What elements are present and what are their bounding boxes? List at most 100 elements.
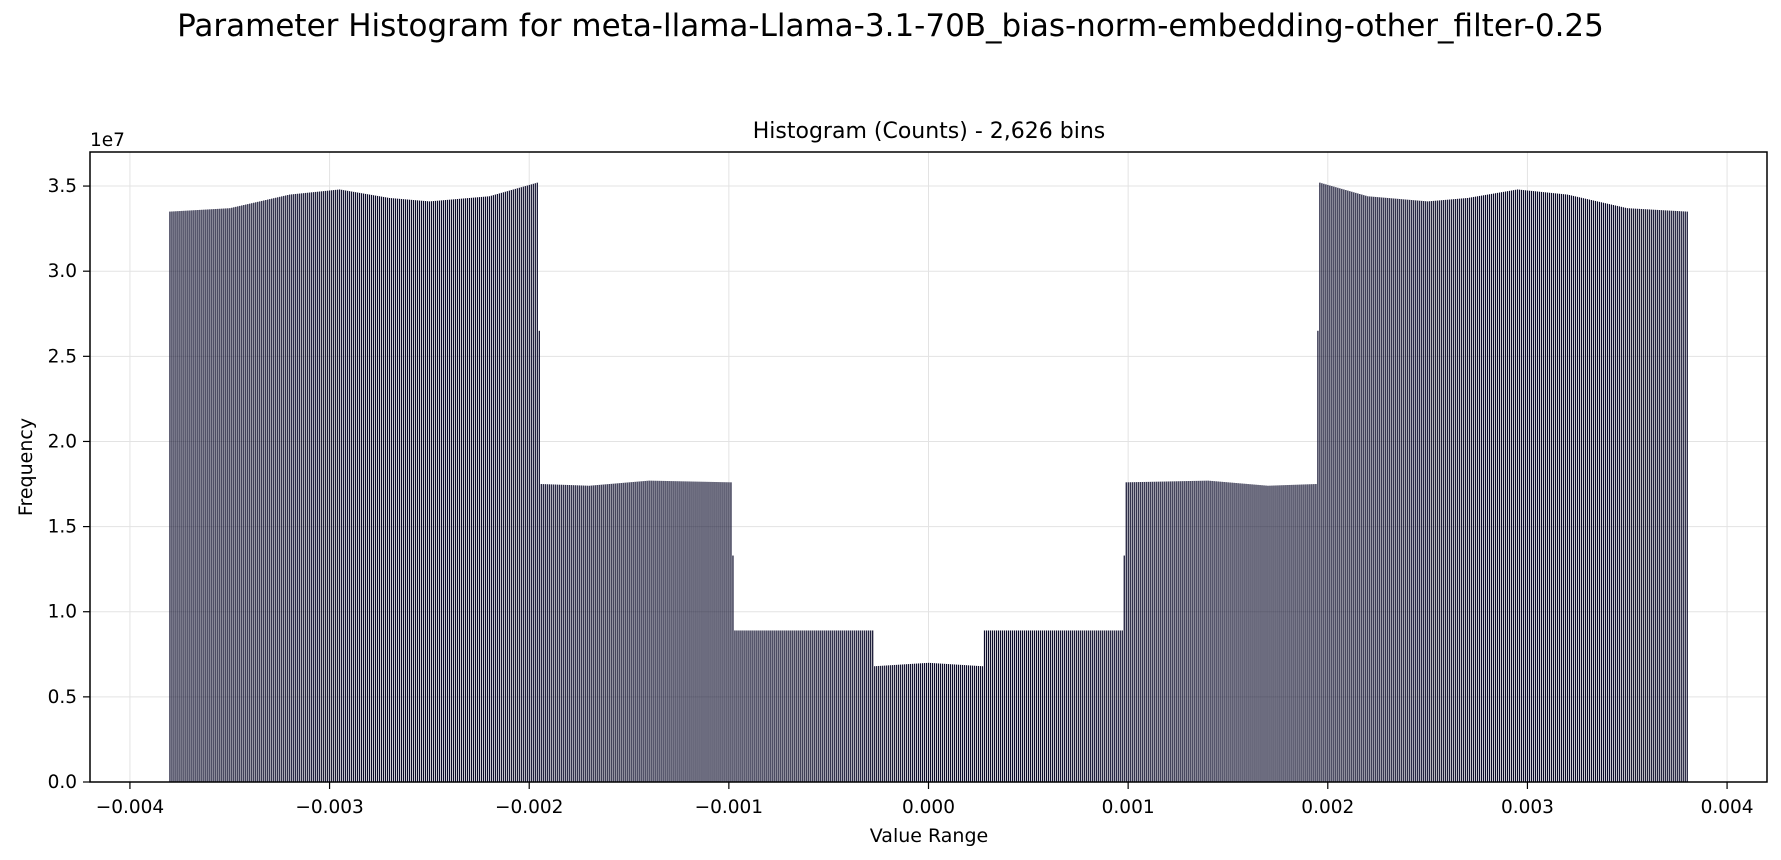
y-tick-label: 1.5 <box>48 517 77 538</box>
histogram-bar <box>454 199 457 782</box>
histogram-bar <box>1642 209 1644 783</box>
histogram-bar <box>1421 200 1423 782</box>
histogram-bar <box>1183 481 1185 782</box>
histogram-bar <box>1193 480 1195 782</box>
histogram-bar <box>746 630 748 782</box>
histogram-bar <box>1596 201 1598 782</box>
histogram-bar <box>291 194 293 783</box>
histogram-bar <box>1197 480 1199 782</box>
histogram-bar <box>688 481 690 782</box>
histogram-bar <box>1447 199 1449 782</box>
histogram-bar <box>484 196 486 783</box>
x-tick-label: 0.003 <box>1501 797 1554 818</box>
histogram-bar <box>554 484 556 782</box>
histogram-bar <box>784 630 786 782</box>
histogram-bar <box>1658 210 1660 782</box>
histogram-bar <box>1235 483 1237 782</box>
histogram-bar <box>1291 484 1293 782</box>
histogram-bar <box>1516 189 1519 782</box>
histogram-bar <box>776 630 778 782</box>
histogram-bar <box>1674 210 1676 782</box>
histogram-bar <box>806 630 808 782</box>
histogram-bar <box>1283 485 1285 782</box>
histogram-bar <box>1177 481 1179 782</box>
histogram-bar <box>937 663 940 782</box>
histogram-bar <box>1199 480 1201 782</box>
histogram-bar <box>1213 481 1215 782</box>
histogram-bar <box>311 192 313 782</box>
histogram-bar <box>247 204 249 783</box>
histogram-bar <box>606 484 608 782</box>
histogram-bar <box>644 480 646 782</box>
histogram-bar <box>1522 190 1525 782</box>
histogram-bar <box>367 194 369 783</box>
histogram-bar <box>1564 194 1567 783</box>
histogram-bar <box>1355 192 1357 783</box>
histogram-bar <box>1445 199 1447 783</box>
histogram-bar <box>482 196 484 782</box>
histogram-bar <box>1594 200 1597 783</box>
histogram-bar <box>1429 201 1431 782</box>
histogram-bar <box>558 484 560 782</box>
y-tick-label: 3.5 <box>48 176 77 197</box>
histogram-bar <box>834 630 836 782</box>
chart-title: Histogram (Counts) - 2,626 bins <box>753 119 1105 144</box>
histogram-bar <box>1167 481 1169 782</box>
histogram-bar <box>1530 190 1533 782</box>
histogram-bar <box>1377 197 1379 782</box>
histogram-bar <box>792 630 794 782</box>
histogram-bar <box>237 206 239 782</box>
histogram-bar <box>969 665 972 782</box>
histogram-bar <box>1582 198 1585 782</box>
histogram-bar <box>1494 193 1497 782</box>
histogram-bar <box>1147 481 1149 782</box>
histogram-bar <box>345 190 347 783</box>
histogram-bar <box>1227 482 1229 782</box>
histogram-bar <box>313 192 315 782</box>
histogram-bar <box>918 663 920 782</box>
histogram-bar <box>1373 196 1375 782</box>
histogram-bar <box>1498 192 1501 782</box>
histogram-bar <box>179 211 181 782</box>
histogram-bar <box>245 204 247 782</box>
histogram-bar <box>916 663 918 782</box>
histogram-bar <box>1524 190 1527 782</box>
histogram-bar <box>1682 211 1684 782</box>
histogram-bar <box>1473 196 1475 782</box>
histogram-bar <box>1453 199 1455 782</box>
histogram-bar <box>1169 481 1171 782</box>
histogram-bar <box>301 193 303 783</box>
histogram-bar <box>1365 195 1367 782</box>
histogram-bar <box>333 190 335 782</box>
histogram-bar <box>852 630 854 782</box>
histogram-bar <box>1485 194 1487 782</box>
histogram-bar <box>760 630 762 782</box>
histogram-bar <box>1009 630 1012 782</box>
histogram-bar <box>446 199 449 783</box>
histogram-bar <box>1005 630 1008 782</box>
histogram-bar <box>802 630 804 782</box>
histogram-bar <box>263 200 265 783</box>
histogram-bar <box>754 630 756 782</box>
histogram-bar <box>674 481 676 782</box>
histogram-bar <box>203 209 205 782</box>
histogram-bar <box>1241 483 1243 782</box>
histogram-bar <box>680 481 682 782</box>
histogram-bar <box>1285 485 1287 782</box>
histogram-bar <box>930 662 932 782</box>
histogram-bar <box>786 630 788 782</box>
histogram-bar <box>1381 197 1383 782</box>
histogram-bar <box>1389 198 1391 782</box>
histogram-bar <box>524 186 526 783</box>
histogram-bar <box>1413 200 1415 782</box>
histogram-bar <box>648 480 650 782</box>
histogram-bar <box>1608 204 1610 783</box>
histogram-bar <box>355 192 357 782</box>
histogram-bar <box>412 200 415 782</box>
histogram-bar <box>748 630 750 782</box>
y-tick-label: 0.0 <box>48 772 77 793</box>
histogram-bar <box>1604 203 1606 782</box>
histogram-bar <box>642 481 644 782</box>
histogram-bar <box>384 197 387 783</box>
histogram-bar <box>1337 187 1339 782</box>
